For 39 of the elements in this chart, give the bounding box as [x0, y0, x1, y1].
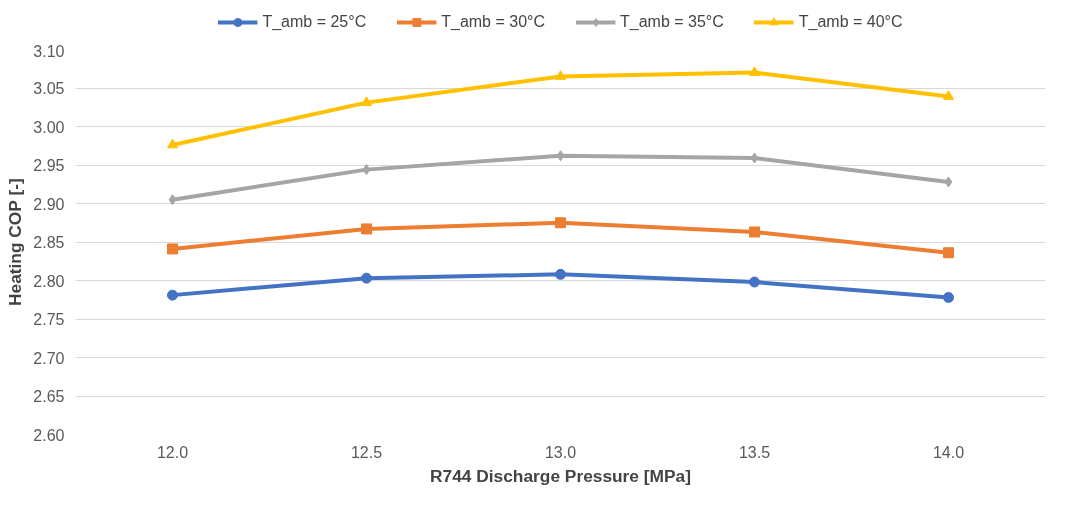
point	[167, 289, 178, 301]
point	[167, 138, 178, 149]
legend-label: T_amb = 30°C	[441, 13, 545, 31]
y-tick-label: 3.00	[33, 118, 65, 136]
point	[943, 291, 954, 303]
point	[749, 66, 760, 76]
point	[168, 194, 177, 206]
point	[943, 247, 954, 259]
point	[361, 272, 372, 284]
x-tick-label: 13.5	[738, 443, 771, 461]
point	[555, 217, 566, 229]
x-tick-label: 12.0	[156, 443, 189, 461]
point	[361, 223, 372, 235]
point	[555, 70, 566, 80]
x-axis-title: R744 Discharge Pressure [MPa]	[430, 465, 692, 486]
y-tick-label: 3.05	[33, 80, 65, 97]
point	[944, 176, 953, 188]
legend-label: T_amb = 40°C	[798, 13, 903, 31]
point	[555, 268, 566, 280]
point	[749, 226, 760, 238]
y-tick-label: 2.95	[33, 157, 65, 174]
legend-label: T_amb = 35°C	[620, 13, 724, 31]
y-tick-label: 2.70	[33, 349, 65, 367]
point	[361, 96, 372, 107]
y-axis-title: Heating COP [-]	[5, 178, 26, 307]
legend-label: T_amb = 25°C	[262, 13, 367, 31]
y-tick-label: 2.90	[33, 195, 65, 213]
y-tick-label: 2.80	[33, 272, 65, 290]
x-tick-label: 12.5	[350, 443, 383, 461]
point	[167, 243, 178, 255]
y-tick-label: 2.65	[33, 388, 65, 405]
y-tick-label: 3.10	[33, 42, 65, 60]
x-tick-label: 14.0	[932, 443, 965, 461]
y-tick-label: 2.60	[33, 426, 65, 444]
y-tick-label: 2.85	[33, 234, 65, 251]
y-tick-label: 2.75	[33, 311, 65, 328]
x-tick-label: 13.0	[544, 443, 577, 461]
point	[749, 276, 760, 288]
point	[943, 90, 954, 100]
